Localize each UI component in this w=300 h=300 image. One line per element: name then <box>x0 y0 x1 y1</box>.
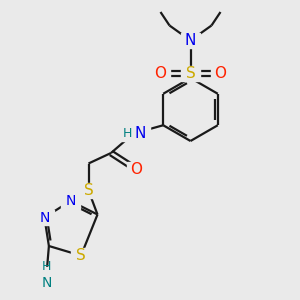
Text: O: O <box>214 66 226 81</box>
Polygon shape <box>181 33 200 48</box>
Polygon shape <box>151 66 170 81</box>
Text: N: N <box>185 33 196 48</box>
Text: N: N <box>41 276 52 290</box>
Polygon shape <box>61 194 80 208</box>
Polygon shape <box>79 183 98 198</box>
Polygon shape <box>181 66 200 81</box>
Text: H: H <box>123 127 132 140</box>
Polygon shape <box>127 162 146 177</box>
Text: H: H <box>42 260 51 273</box>
Text: S: S <box>84 183 93 198</box>
Text: O: O <box>154 66 166 81</box>
Text: N: N <box>135 126 146 141</box>
Text: N: N <box>65 194 76 208</box>
Polygon shape <box>34 267 58 282</box>
Text: S: S <box>76 248 86 263</box>
Text: S: S <box>186 66 195 81</box>
Polygon shape <box>35 210 54 225</box>
Polygon shape <box>71 248 91 263</box>
Polygon shape <box>211 66 230 81</box>
Text: O: O <box>130 162 142 177</box>
Polygon shape <box>117 126 150 141</box>
Text: N: N <box>39 211 50 224</box>
